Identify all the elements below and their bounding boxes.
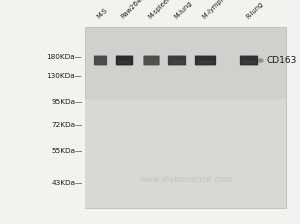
Text: Raw264.7: Raw264.7 [120, 0, 148, 20]
Ellipse shape [257, 58, 264, 63]
FancyBboxPatch shape [96, 61, 105, 64]
FancyBboxPatch shape [143, 56, 160, 65]
Text: 43KDa—: 43KDa— [51, 180, 82, 185]
FancyBboxPatch shape [94, 56, 107, 65]
FancyBboxPatch shape [242, 61, 256, 64]
Text: 95KDa—: 95KDa— [51, 99, 82, 105]
Text: M-spleen: M-spleen [147, 0, 173, 20]
Text: 72KDa—: 72KDa— [51, 123, 82, 128]
Text: www.elabscience.com: www.elabscience.com [140, 175, 232, 184]
Text: R-lung: R-lung [245, 1, 264, 20]
Text: M-lung: M-lung [173, 0, 193, 20]
Bar [85, 27, 286, 208]
FancyBboxPatch shape [168, 56, 186, 65]
FancyBboxPatch shape [118, 61, 131, 64]
FancyBboxPatch shape [195, 56, 216, 65]
FancyBboxPatch shape [146, 61, 158, 64]
FancyBboxPatch shape [116, 56, 133, 65]
Bar [85, 99, 286, 208]
FancyBboxPatch shape [197, 61, 214, 64]
FancyBboxPatch shape [240, 56, 258, 65]
Text: CD163: CD163 [267, 56, 297, 65]
Text: M-lymph nodes: M-lymph nodes [201, 0, 242, 20]
Text: 55KDa—: 55KDa— [51, 148, 82, 154]
Text: M-S: M-S [96, 7, 109, 20]
Text: 130KDa—: 130KDa— [46, 73, 82, 79]
Text: 180KDa—: 180KDa— [46, 54, 82, 60]
FancyBboxPatch shape [170, 61, 184, 64]
